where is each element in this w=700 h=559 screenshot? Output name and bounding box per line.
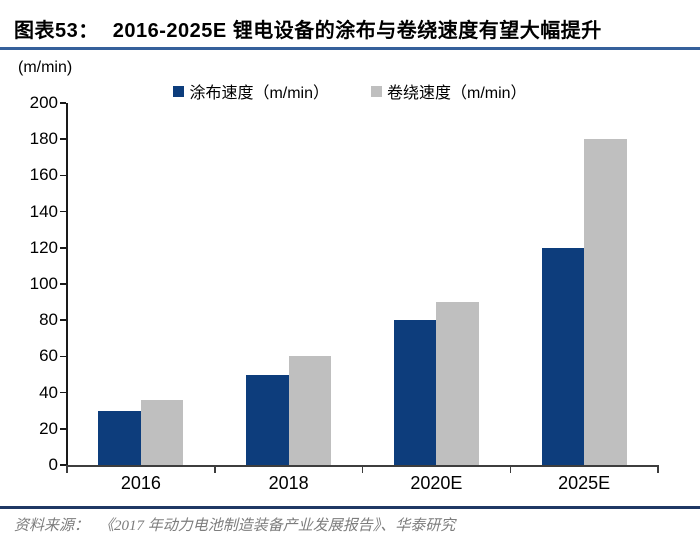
title-rule xyxy=(0,47,700,50)
source-prefix: 资料来源： xyxy=(14,518,90,534)
chart-legend: 涂布速度（m/min） 卷绕速度（m/min） xyxy=(0,79,700,103)
x-tick-mark xyxy=(214,467,216,473)
y-tick-label: 0 xyxy=(48,455,58,474)
bar-winding-2018 xyxy=(288,356,332,465)
bar-group xyxy=(393,302,479,465)
bar-group xyxy=(541,139,627,465)
bar-coating-2018 xyxy=(246,374,289,465)
x-axis-tick-labels: 2016 2018 2020E 2025E xyxy=(67,473,658,497)
x-category-label: 2025E xyxy=(558,473,611,493)
bar-group xyxy=(246,356,332,465)
y-axis-tick-labels: 0 20 40 60 80 100 120 140 160 180 200 xyxy=(8,94,58,474)
y-tick-label: 80 xyxy=(39,310,58,330)
legend-swatch-icon xyxy=(173,85,185,97)
y-tick-mark xyxy=(60,428,66,430)
figure-number-label: 图表53： xyxy=(14,20,99,42)
x-tick-mark xyxy=(657,467,659,473)
y-tick-label: 100 xyxy=(29,274,58,293)
source-line: 资料来源： 《2017 年动力电池制造装备产业发展报告》、华泰研究 xyxy=(14,514,686,535)
x-category-label: 2018 xyxy=(268,473,309,493)
bar-group xyxy=(98,399,184,465)
figure-title: 图表53： 2016-2025E 锂电设备的涂布与卷绕速度有望大幅提升 xyxy=(14,14,686,43)
legend-item: 涂布速度（m/min） xyxy=(173,79,329,103)
bar-coating-2016 xyxy=(98,410,141,465)
y-tick-label: 60 xyxy=(39,346,58,366)
y-tick-label: 40 xyxy=(39,382,58,402)
legend-label: 涂布速度（m/min） xyxy=(189,85,329,102)
bar-winding-2025E xyxy=(584,139,627,465)
legend-swatch-icon xyxy=(371,85,382,97)
y-axis-line xyxy=(66,103,68,465)
x-axis-line xyxy=(66,464,659,467)
y-tick-mark xyxy=(60,210,66,213)
y-tick-label: 180 xyxy=(29,129,58,149)
bar-winding-2020E xyxy=(436,302,479,465)
y-tick-mark xyxy=(60,355,66,358)
bar-coating-2020E xyxy=(393,320,437,465)
legend-item: 卷绕速度（m/min） xyxy=(371,79,527,103)
source-text: 《2017 年动力电池制造装备产业发展报告》、华泰研究 xyxy=(99,518,456,534)
y-tick-label: 140 xyxy=(29,201,58,221)
y-tick-mark xyxy=(60,102,66,104)
x-tick-mark xyxy=(361,467,364,473)
legend-label: 卷绕速度（m/min） xyxy=(387,85,527,102)
y-tick-mark xyxy=(60,247,66,249)
figure-title-text: 2016-2025E 锂电设备的涂布与卷绕速度有望大幅提升 xyxy=(112,20,602,42)
y-axis-unit-label: (m/min) xyxy=(18,59,73,76)
x-category-label: 2016 xyxy=(120,473,161,493)
y-tick-mark xyxy=(60,464,66,466)
bar-coating-2025E xyxy=(541,247,585,465)
y-tick-label: 120 xyxy=(29,237,58,257)
y-tick-mark xyxy=(60,138,66,140)
x-category-label: 2020E xyxy=(410,473,463,493)
y-tick-label: 200 xyxy=(29,93,58,112)
x-tick-mark xyxy=(509,467,511,473)
y-tick-mark xyxy=(60,283,66,285)
y-tick-label: 160 xyxy=(29,165,58,185)
x-tick-mark xyxy=(66,467,68,473)
y-tick-mark xyxy=(60,319,66,321)
y-tick-mark xyxy=(60,391,66,394)
bar-winding-2016 xyxy=(140,399,184,465)
y-tick-mark xyxy=(60,174,66,177)
footer-rule xyxy=(0,506,700,509)
y-tick-label: 20 xyxy=(39,418,58,438)
plot-area xyxy=(60,102,659,473)
